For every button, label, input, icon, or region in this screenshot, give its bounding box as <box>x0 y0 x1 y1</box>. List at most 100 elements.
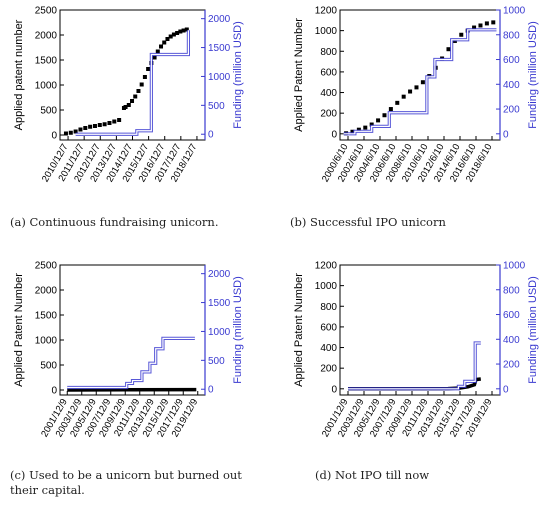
patent-point <box>73 129 78 134</box>
y-tick-label: 0 <box>331 129 337 140</box>
y2-tick-label: 1000 <box>503 6 526 17</box>
patent-point <box>175 31 180 35</box>
y-tick-label: 400 <box>320 343 337 354</box>
patent-point <box>102 122 107 127</box>
y-axis-title: Applied Patent Number <box>293 18 305 132</box>
y2-tick-label: 200 <box>503 360 520 371</box>
y-tick-label: 200 <box>320 109 337 120</box>
patent-point <box>78 127 83 132</box>
chart-2: 0500100015002000250005001000150020002001… <box>13 261 244 440</box>
y-tick-label: 0 <box>331 384 337 395</box>
patent-point <box>401 94 406 99</box>
y-tick-label: 1500 <box>35 311 58 322</box>
funding-step-inner <box>348 342 481 390</box>
y-tick-label: 2000 <box>35 31 58 42</box>
funding-step <box>343 28 497 136</box>
funding-step-inner <box>75 30 190 135</box>
y2-tick-label: 200 <box>503 105 520 116</box>
caption-b: (b) Successful IPO unicorn <box>290 215 446 229</box>
y-tick-label: 1000 <box>35 336 58 347</box>
patent-point <box>382 113 387 118</box>
y2-tick-label: 400 <box>503 80 520 91</box>
funding-step <box>348 341 481 391</box>
patent-point <box>155 49 160 54</box>
patent-point <box>168 34 173 39</box>
funding-step <box>67 336 195 390</box>
caption-c: (c) Used to be a unicorn but burned out … <box>10 468 242 497</box>
patent-point <box>184 27 189 32</box>
plot-frame <box>59 264 206 396</box>
patent-point <box>97 123 102 127</box>
y2-tick-label: 0 <box>208 385 214 396</box>
y2-axis-title: Funding (million USD) <box>232 276 244 384</box>
patent-point <box>112 119 117 124</box>
patent-point <box>146 67 151 71</box>
patent-point <box>152 55 157 60</box>
patent-point <box>376 118 381 123</box>
chart-1: 0200400600800100012000200400600800100020… <box>293 6 539 185</box>
y2-tick-label: 1000 <box>208 72 231 83</box>
patent-point <box>414 85 419 90</box>
y2-tick-label: 600 <box>503 310 520 321</box>
patent-point <box>142 75 147 79</box>
caption-d: (d) Not IPO till now <box>315 468 430 482</box>
caption-a: (a) Continuous fundraising unicorn. <box>10 215 219 229</box>
patent-point <box>126 103 131 107</box>
funding-step <box>75 30 191 136</box>
y-tick-label: 1200 <box>315 261 338 272</box>
patent-point <box>133 94 138 99</box>
patent-point <box>446 47 451 52</box>
patent-point <box>484 21 489 26</box>
patent-point <box>92 124 97 128</box>
y2-tick-label: 2000 <box>208 269 231 280</box>
patent-point <box>68 130 73 135</box>
y-tick-label: 1500 <box>35 56 58 67</box>
chart-0: 0500100015002000250005001000150020002010… <box>13 6 244 185</box>
y2-tick-label: 2000 <box>208 14 231 25</box>
patent-point <box>181 28 186 33</box>
patent-point <box>356 127 361 132</box>
patent-point <box>130 99 135 103</box>
patent-point <box>139 82 144 87</box>
y2-tick-label: 500 <box>208 356 225 367</box>
y-axis-title: Applied patent number <box>13 19 25 130</box>
y2-tick-label: 0 <box>503 384 509 395</box>
y-tick-label: 0 <box>51 131 57 142</box>
patent-point <box>459 32 464 37</box>
y2-axis-title: Funding (million USD) <box>527 276 539 384</box>
patent-point <box>165 37 170 41</box>
y2-axis-title: Funding (million USD) <box>232 21 244 129</box>
patent-point <box>162 40 167 45</box>
patent-point <box>363 125 368 130</box>
y-tick-label: 600 <box>320 67 337 78</box>
patent-point <box>388 107 393 112</box>
y-tick-label: 200 <box>320 364 337 375</box>
y-tick-label: 1200 <box>315 6 338 17</box>
patent-point <box>136 89 141 93</box>
y-tick-label: 500 <box>40 106 57 117</box>
y2-tick-label: 0 <box>208 130 214 141</box>
patent-point <box>491 20 496 25</box>
patent-point <box>123 105 128 109</box>
patent-point <box>369 122 374 127</box>
y2-tick-label: 800 <box>503 30 520 41</box>
patent-point <box>408 89 413 94</box>
y2-tick-label: 1000 <box>208 327 231 338</box>
patent-point <box>63 131 68 136</box>
y2-tick-label: 600 <box>503 55 520 66</box>
y2-tick-label: 0 <box>503 129 509 140</box>
y2-tick-label: 1500 <box>208 298 231 309</box>
patent-point <box>171 32 176 37</box>
y2-tick-label: 500 <box>208 101 225 112</box>
y-tick-label: 0 <box>51 386 57 397</box>
y-tick-label: 400 <box>320 88 337 99</box>
y2-tick-label: 800 <box>503 285 520 296</box>
patent-point <box>159 44 164 49</box>
patent-point <box>478 23 483 28</box>
y-tick-label: 800 <box>320 47 337 58</box>
patent-point <box>472 25 477 30</box>
y-tick-label: 800 <box>320 302 337 313</box>
patent-point <box>178 29 183 34</box>
y-tick-label: 1000 <box>315 281 338 292</box>
